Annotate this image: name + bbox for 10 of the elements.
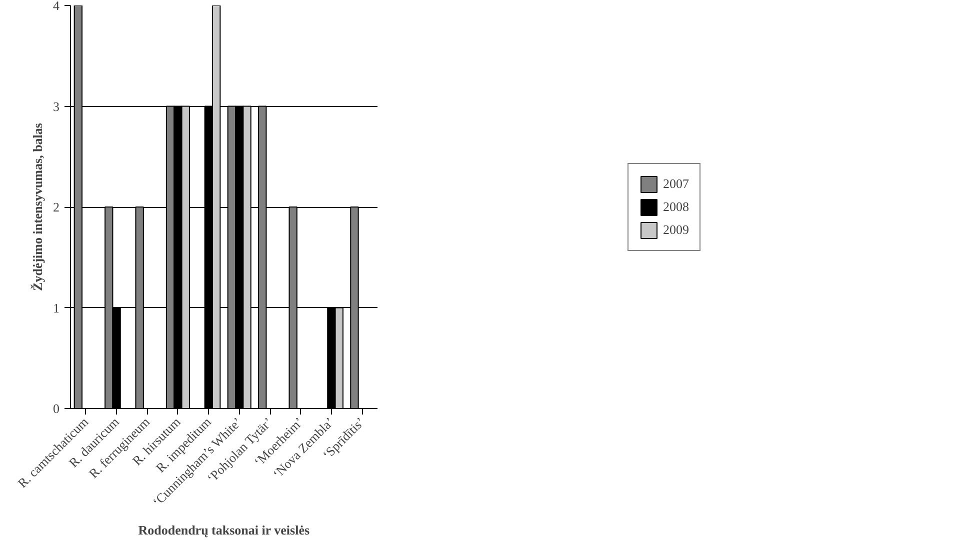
y-axis-title: Žydėjimo intensyvumas, balas [30, 123, 45, 291]
y-tick-label: 0 [53, 401, 60, 416]
y-tick-label: 2 [53, 200, 60, 214]
y-tick-label: 3 [53, 98, 60, 114]
legend-label: 2007 [663, 176, 689, 192]
y-tick-label: 4 [53, 0, 60, 13]
y-tick-label: 1 [53, 300, 60, 316]
legend-label: 2009 [663, 222, 689, 238]
x-axis-title: Rododendrų taksonai ir veislės [138, 522, 310, 538]
legend-label: 2008 [663, 198, 689, 214]
